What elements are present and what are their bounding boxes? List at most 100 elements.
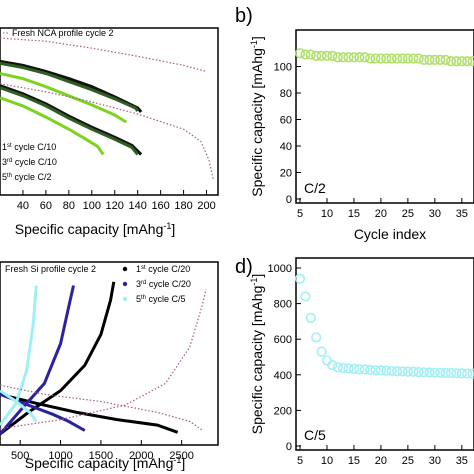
panel-b-xtick-label: 5 (297, 208, 303, 220)
panel-b-point (332, 52, 343, 63)
panel-b-point (338, 52, 349, 63)
panel-c-xlabel: Specific capacity [mAhg-1] (25, 455, 186, 471)
panel-c-xtick-label: 1500 (89, 450, 113, 462)
panel-b-point (402, 53, 413, 64)
panel-b-point (343, 52, 354, 63)
panel-c-annotation: Fresh Si profile cycle 2 (5, 264, 96, 274)
panel-a-xtick-label: 40 (17, 200, 29, 212)
panel-b-xtick-label: 10 (321, 208, 333, 220)
panel-b-point (321, 50, 333, 62)
panel-d-frame (295, 257, 474, 451)
panel-d-ytick-label: 0 (286, 441, 292, 453)
panel-d-point (429, 367, 440, 378)
panel-a-xtick-label: 180 (174, 200, 192, 212)
panel-b-point (381, 53, 392, 64)
panel-d-point (348, 363, 360, 375)
panel-a-frame (0, 27, 219, 196)
panel-b-point (386, 53, 397, 64)
panel-d-point (327, 359, 338, 371)
panel-a-xtick-label: 160 (151, 200, 169, 212)
panel-b-panel-label: b) (235, 5, 253, 27)
panel-d-ytick-label: 600 (274, 334, 292, 346)
panel-b-xtick-label: 25 (402, 208, 414, 220)
panel-d-point (311, 332, 322, 343)
panel-d-point (300, 291, 311, 302)
panel-b-point (445, 56, 457, 67)
panel-d-xtick-label: 5 (297, 455, 303, 467)
panel-c-xtick-label: 2000 (129, 450, 153, 462)
panel-a-xtick-label: 140 (129, 200, 147, 212)
panel-d-ytick-label: 800 (274, 299, 292, 311)
panel-c-xtick-label: 2500 (169, 450, 193, 462)
panel-b-point (311, 50, 322, 62)
panel-d-ylabel: Specific capacity [mAhg-1] (249, 274, 265, 435)
panel-b-point (424, 54, 435, 65)
panel-b-point (397, 53, 408, 64)
panel-d-point (381, 365, 392, 376)
panel-b-ytick-label: 60 (280, 115, 292, 127)
panel-c-series-2-lithiation (0, 389, 38, 423)
panel-b-point (413, 53, 424, 64)
panel-d-point (440, 367, 451, 379)
panel-b-ytick-label: 20 (280, 168, 292, 180)
panel-d-point (451, 368, 462, 379)
panel-c-legend-marker (122, 266, 128, 272)
panel-b-point (418, 54, 430, 65)
panel-d-point (386, 365, 397, 377)
panel-d-point (435, 367, 446, 378)
panel-d-point (456, 368, 467, 379)
panel-b-point (456, 56, 467, 67)
panel-a-series-3-charge (0, 37, 207, 73)
panel-b-xtick-label: 30 (429, 208, 441, 220)
panel-c-frame (0, 261, 219, 446)
panel-d-point (397, 366, 408, 377)
panel-b-point (354, 52, 365, 63)
panel-c-series-2-delithiation (0, 285, 38, 426)
panel-d-xtick-label: 20 (375, 455, 387, 467)
panel-b-point (294, 48, 306, 59)
panel-b-point (408, 53, 419, 64)
panel-b-xlabel: Cycle index (354, 226, 426, 242)
panel-b-xtick-label: 20 (375, 208, 387, 220)
panel-d-point (338, 362, 349, 374)
panel-c-legend-item: 3rd cycle C/20 (136, 279, 191, 289)
panel-b-ytick-label: 80 (280, 88, 292, 100)
panel-b-point (429, 54, 440, 65)
panel-b-ytick-label: 40 (280, 141, 292, 153)
panel-c-xtick-label: 500 (11, 450, 29, 462)
panel-a-xtick-label: 200 (197, 200, 215, 212)
panel-b-point (451, 56, 462, 67)
panel-b-point (435, 54, 446, 65)
panel-a-series-2-discharge (0, 96, 105, 156)
panel-a-xtick-label: 120 (106, 200, 124, 212)
panel-b-point (375, 53, 387, 64)
panel-b-point (316, 50, 327, 62)
panel-c-series-1-lithiation (0, 392, 86, 432)
panel-d-xtick-label: 25 (402, 455, 414, 467)
panel-b-ytick-label: 100 (274, 62, 292, 74)
panel-b-point (327, 50, 338, 62)
panel-d-point (467, 368, 474, 379)
panel-a-xtick-label: 80 (63, 200, 75, 212)
panel-b-point (370, 53, 381, 64)
panel-d-point (424, 367, 435, 378)
panel-b-frame (295, 29, 474, 204)
panel-b-ylabel: Specific capacity [mAhg-1] (249, 36, 265, 197)
panel-b-point (440, 54, 451, 65)
panel-d-ytick-label: 1000 (268, 263, 292, 275)
panel-b-annotation: C/2 (304, 180, 326, 196)
panel-b-xtick-label: 35 (456, 208, 468, 220)
panel-d-point (332, 362, 343, 373)
panel-c-legend-item: 5th cycle C/5 (136, 294, 186, 304)
panel-d-xtick-label: 15 (348, 455, 360, 467)
panel-d-xtick-label: 35 (456, 455, 468, 467)
panel-b-point (348, 52, 360, 63)
panel-d-point (462, 368, 473, 379)
panel-a-series-2-charge (0, 72, 127, 124)
panel-d-point (365, 364, 376, 375)
panel-a-series-1-charge (0, 61, 139, 112)
panel-d-point (316, 346, 327, 357)
panel-d-point (294, 273, 306, 284)
panel-d-point (354, 364, 365, 375)
